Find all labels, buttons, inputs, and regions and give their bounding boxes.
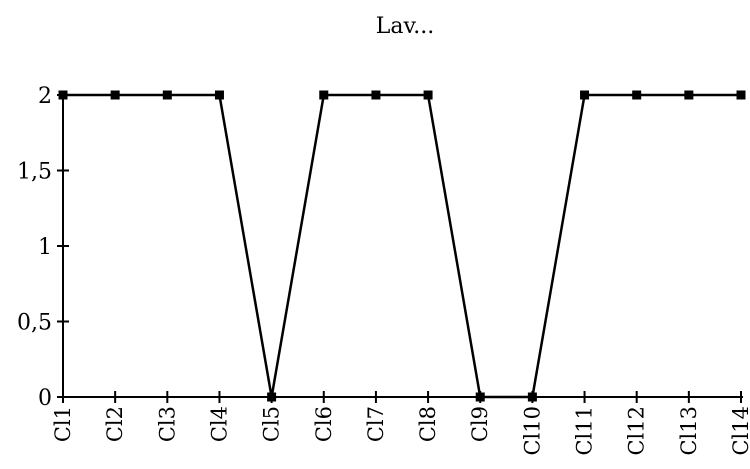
x-tick-label: Cl7 (364, 406, 388, 442)
series-segment (426, 93, 482, 399)
y-tick-label: 1 (38, 235, 52, 260)
series-segment (218, 93, 273, 399)
x-tick-label: Cl3 (155, 406, 179, 442)
data-point-marker (580, 90, 590, 100)
y-tick-label: 0,5 (17, 311, 52, 336)
data-point-marker (632, 90, 642, 100)
data-point-marker (684, 90, 694, 100)
data-point-marker (267, 392, 277, 402)
data-point-marker (475, 392, 485, 402)
x-tick-label: Cl14 (729, 406, 750, 456)
series-segment (270, 93, 326, 399)
data-point-marker (214, 90, 224, 100)
y-tick-label: 1,5 (17, 160, 52, 185)
x-tick-label: Cl8 (416, 406, 440, 442)
x-tick-label: Cl13 (677, 406, 701, 456)
series-markers (58, 90, 746, 402)
x-tick-label: Cl12 (625, 406, 649, 456)
series-segment (531, 93, 586, 399)
x-tick-label: Cl6 (312, 406, 336, 442)
data-point-marker (371, 90, 381, 100)
data-point-marker (58, 90, 68, 100)
chart-title: Lav... (376, 14, 435, 39)
x-tick-label: Cl2 (103, 406, 127, 442)
y-tick-label: 0 (38, 386, 52, 411)
x-tick-label: Cl10 (520, 406, 544, 456)
data-point-marker (527, 392, 537, 402)
x-tick-label: Cl11 (573, 406, 597, 456)
data-point-marker (110, 90, 120, 100)
data-point-marker (162, 90, 172, 100)
x-tick-label: Cl1 (51, 406, 75, 442)
y-tick-label: 2 (38, 84, 52, 109)
data-point-marker (423, 90, 433, 100)
data-point-marker (319, 90, 329, 100)
series-line (61, 93, 743, 399)
x-tick-label: Cl9 (468, 406, 492, 442)
data-point-marker (736, 90, 746, 100)
y-axis-ticks: 0 0,5 1 1,5 2 (17, 84, 69, 411)
x-axis-ticks: Cl1 Cl2 Cl3 Cl4 Cl5 Cl6 Cl7 Cl8 Cl9 Cl10 Cl11 Cl12 C… (51, 391, 750, 456)
x-tick-label: Cl4 (207, 406, 231, 442)
axes (62, 91, 743, 398)
x-tick-label: Cl5 (260, 406, 284, 442)
